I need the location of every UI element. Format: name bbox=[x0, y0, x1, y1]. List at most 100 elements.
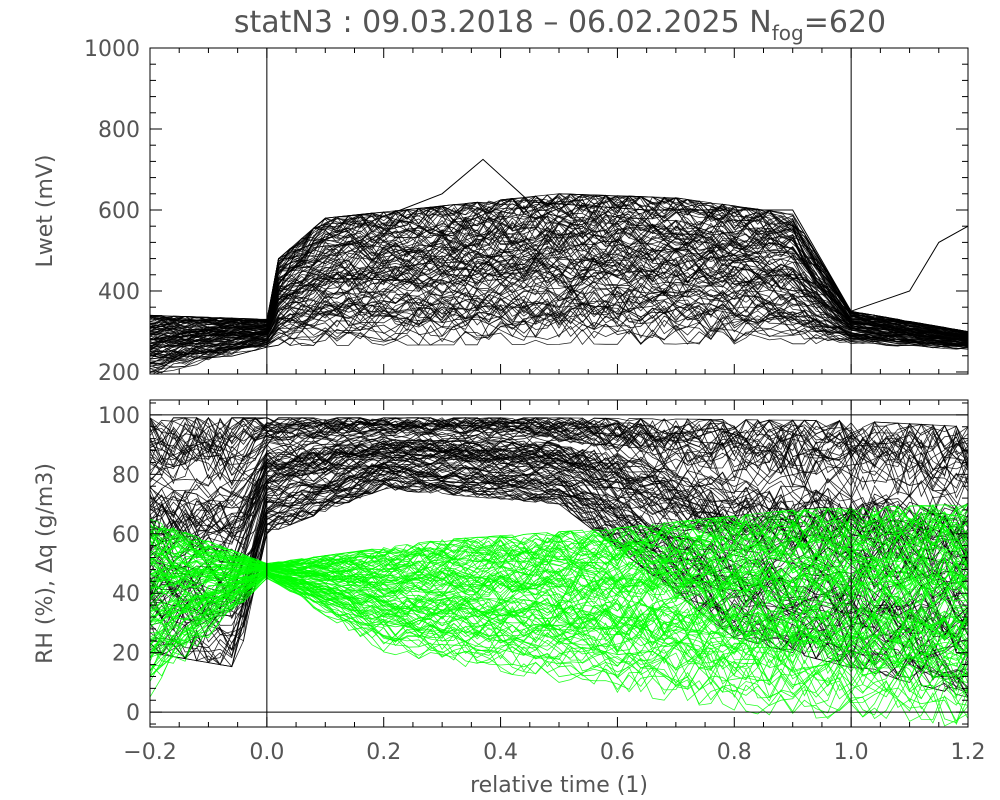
series-line bbox=[150, 267, 968, 352]
series-line bbox=[150, 255, 968, 347]
series-line bbox=[150, 569, 968, 609]
series-line bbox=[150, 193, 968, 334]
x-tick-label: 0.2 bbox=[366, 740, 401, 765]
series-line bbox=[150, 304, 968, 369]
series-line bbox=[150, 202, 968, 336]
series-line bbox=[150, 532, 968, 577]
series-line bbox=[150, 575, 968, 720]
series-line bbox=[150, 229, 968, 341]
series-line bbox=[150, 237, 968, 341]
series-line bbox=[150, 575, 968, 724]
y-tick-label: 800 bbox=[98, 118, 140, 143]
series-line bbox=[150, 577, 968, 727]
series-line bbox=[150, 450, 968, 591]
x-tick-label: 0.8 bbox=[717, 740, 752, 765]
series-line bbox=[150, 259, 968, 350]
x-tick-label: 0.4 bbox=[483, 740, 518, 765]
series-line bbox=[150, 267, 968, 353]
series-2 bbox=[150, 158, 968, 341]
series-line bbox=[150, 574, 968, 704]
series-1 bbox=[150, 193, 968, 374]
y-tick-label: 80 bbox=[112, 463, 140, 488]
chart-title: statN3 : 09.03.2018 – 06.02.2025 Nfog=62… bbox=[234, 5, 886, 45]
panel-1: 200 400 600 800 1000 Lwet (mV) bbox=[33, 37, 969, 386]
y-tick-label: 400 bbox=[98, 280, 140, 305]
series-line bbox=[150, 416, 968, 463]
panel-2: 0 20 40 60 80 100 −0.2 0.0 0.2 0.4 0.6 0.8 1.0 1.2 RH … bbox=[33, 399, 986, 798]
series-line bbox=[150, 523, 968, 574]
series-line bbox=[150, 247, 968, 344]
series-line bbox=[150, 283, 968, 357]
y-tick-label: 600 bbox=[98, 199, 140, 224]
series-line bbox=[150, 257, 968, 349]
series-line bbox=[150, 298, 968, 361]
series-line bbox=[150, 210, 968, 337]
x-tick-label: −0.2 bbox=[123, 740, 176, 765]
series-line bbox=[150, 285, 968, 357]
series-line bbox=[150, 417, 968, 472]
series-line bbox=[150, 427, 968, 498]
y-tick-label: 100 bbox=[98, 404, 140, 429]
series-line bbox=[150, 571, 968, 669]
series-line bbox=[150, 555, 968, 594]
series-line bbox=[150, 568, 968, 627]
series-line bbox=[150, 438, 968, 535]
series-line bbox=[150, 517, 968, 570]
series-line bbox=[150, 417, 968, 449]
series-line bbox=[150, 422, 968, 487]
series-line bbox=[150, 521, 968, 571]
svg-text:statN3 : 09.03.2018 – 06.02.20: statN3 : 09.03.2018 – 06.02.2025 Nfog=62… bbox=[234, 5, 886, 45]
x-axis-label: relative time (1) bbox=[470, 773, 648, 798]
series-line bbox=[150, 298, 968, 364]
y-axis-label: RH (%), Δq (g/m3) bbox=[33, 463, 58, 664]
series-line bbox=[150, 277, 968, 354]
x-tick-label: 0.6 bbox=[600, 740, 635, 765]
series-line bbox=[150, 455, 968, 603]
series-line bbox=[154, 329, 968, 374]
series-line bbox=[150, 421, 968, 481]
series-line bbox=[150, 259, 968, 348]
series-line bbox=[150, 547, 968, 589]
series-line bbox=[150, 503, 968, 566]
series-line bbox=[150, 236, 968, 343]
y-tick-label: 20 bbox=[112, 642, 140, 667]
series-line bbox=[150, 219, 968, 336]
x-tick-label: 0.0 bbox=[249, 740, 284, 765]
series-line bbox=[150, 417, 968, 471]
series-line bbox=[150, 443, 968, 562]
series-line bbox=[150, 480, 968, 690]
series-line bbox=[150, 310, 968, 371]
x-tick-label: 1.0 bbox=[834, 740, 869, 765]
title-subscript: fog bbox=[772, 21, 804, 45]
series-line bbox=[150, 418, 968, 476]
series-line bbox=[150, 463, 968, 636]
series-line bbox=[150, 572, 968, 680]
series-line bbox=[150, 552, 968, 588]
series-line bbox=[150, 445, 968, 559]
series-line bbox=[150, 574, 968, 699]
series-line bbox=[150, 245, 968, 344]
x-tick-label: 1.2 bbox=[951, 740, 986, 765]
series-line bbox=[150, 513, 968, 566]
y-tick-label: 60 bbox=[112, 523, 140, 548]
series-line bbox=[150, 440, 968, 542]
title-suffix: =620 bbox=[804, 5, 886, 40]
plot-area bbox=[150, 416, 968, 727]
plot-area bbox=[150, 158, 968, 374]
y-tick-label: 200 bbox=[98, 361, 140, 386]
series-line bbox=[150, 463, 968, 627]
series-line bbox=[150, 432, 968, 516]
y-axis-label: Lwet (mV) bbox=[33, 154, 58, 267]
y-tick-label: 1000 bbox=[84, 37, 140, 62]
series-line bbox=[150, 438, 968, 550]
series-2 bbox=[150, 503, 968, 727]
series-line bbox=[150, 477, 968, 690]
series-line bbox=[150, 218, 968, 337]
series-line bbox=[150, 197, 968, 333]
series-line bbox=[150, 577, 968, 726]
series-line bbox=[150, 574, 968, 678]
series-line bbox=[150, 573, 968, 670]
title-main: statN3 : 09.03.2018 – 06.02.2025 N bbox=[234, 5, 772, 40]
series-line bbox=[150, 423, 968, 489]
